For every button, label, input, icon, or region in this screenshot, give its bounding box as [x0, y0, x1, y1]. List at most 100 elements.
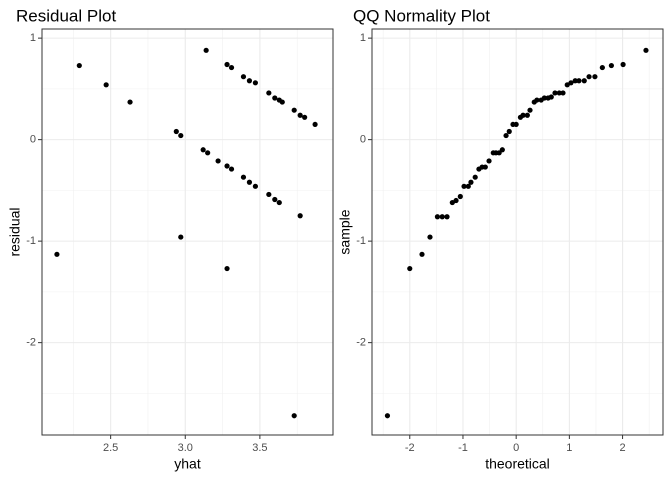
y-tick-label: -2: [356, 337, 366, 349]
point: [203, 47, 209, 53]
x-tick-label: 1: [566, 442, 572, 454]
x-axis-title: yhat: [174, 456, 201, 472]
chart-title: QQ Normality Plot: [353, 6, 490, 25]
panel-background: [42, 29, 333, 435]
point: [586, 74, 592, 80]
point: [240, 74, 247, 80]
point: [291, 413, 297, 419]
point: [457, 193, 463, 200]
x-axis-title: theoretical: [485, 456, 550, 472]
point: [552, 90, 558, 96]
point: [453, 197, 459, 204]
point: [127, 99, 133, 105]
panel-background: [372, 29, 663, 435]
panel: 2.5 3.0 3.5 -2 -1 0 1 Residual Plot yhat residual: [7, 6, 334, 472]
point: [200, 147, 206, 153]
point: [592, 74, 598, 80]
point: [499, 147, 505, 153]
x-tick-label: 3.5: [252, 442, 267, 454]
point: [576, 78, 582, 84]
x-tick-label: 0: [513, 442, 519, 454]
point: [486, 158, 492, 164]
point: [297, 112, 303, 118]
point: [643, 47, 649, 53]
point: [272, 196, 278, 203]
point: [252, 183, 258, 189]
x-tick-label: 2.5: [103, 442, 118, 454]
point: [205, 150, 211, 156]
point: [297, 213, 303, 219]
point: [302, 114, 308, 120]
point: [513, 121, 519, 128]
point: [434, 214, 441, 220]
point: [228, 166, 235, 172]
point: [178, 132, 184, 139]
point: [427, 234, 433, 240]
chart-title: Residual Plot: [16, 6, 116, 25]
point: [461, 183, 467, 189]
point: [608, 62, 614, 69]
point: [252, 80, 258, 86]
point: [503, 132, 509, 139]
point: [520, 112, 526, 118]
point: [439, 214, 445, 220]
x-tick-label: -1: [458, 442, 468, 454]
x-tick-label: 2: [620, 442, 626, 454]
point: [419, 251, 425, 257]
point: [620, 61, 626, 68]
point: [527, 107, 533, 113]
y-tick-label: -1: [356, 235, 366, 247]
point: [224, 163, 230, 169]
point: [534, 97, 540, 103]
panel-border: [371, 28, 664, 436]
point: [215, 158, 221, 164]
point: [240, 174, 247, 180]
point: [541, 95, 547, 101]
point: [173, 128, 179, 135]
point: [524, 112, 530, 118]
point: [506, 128, 512, 135]
point: [312, 121, 318, 128]
point: [103, 82, 109, 88]
point: [568, 80, 574, 86]
y-tick-label: 0: [30, 134, 36, 146]
point: [276, 199, 282, 206]
point: [572, 78, 578, 84]
y-axis-title: sample: [337, 209, 353, 254]
point: [444, 214, 450, 220]
point: [407, 265, 413, 272]
point: [266, 191, 272, 198]
panel: -2 -1 0 1 2 -2 -1 0 1 QQ Normality Plot theoretica…: [337, 6, 664, 472]
point: [548, 94, 554, 100]
point: [272, 95, 278, 101]
y-tick-label: 0: [360, 134, 366, 146]
point: [54, 251, 60, 257]
panel-border: [41, 28, 334, 436]
y-tick-label: -1: [26, 235, 36, 247]
point: [178, 234, 184, 240]
y-tick-label: -2: [26, 337, 36, 349]
point: [468, 179, 474, 185]
point: [472, 174, 478, 180]
y-axis-title: residual: [7, 207, 23, 256]
point: [291, 107, 297, 113]
x-tick-label: -2: [405, 442, 415, 454]
point: [228, 64, 235, 71]
point: [76, 62, 82, 69]
point: [581, 78, 587, 84]
y-tick-label: 1: [30, 32, 36, 44]
y-tick-label: 1: [360, 32, 366, 44]
point: [246, 78, 253, 84]
point: [556, 90, 562, 96]
point: [224, 265, 230, 272]
point: [266, 90, 272, 96]
point: [279, 99, 285, 105]
point: [482, 164, 488, 170]
point: [599, 64, 605, 71]
point: [560, 90, 566, 96]
point: [465, 183, 471, 189]
point: [224, 61, 230, 68]
point: [384, 413, 391, 419]
